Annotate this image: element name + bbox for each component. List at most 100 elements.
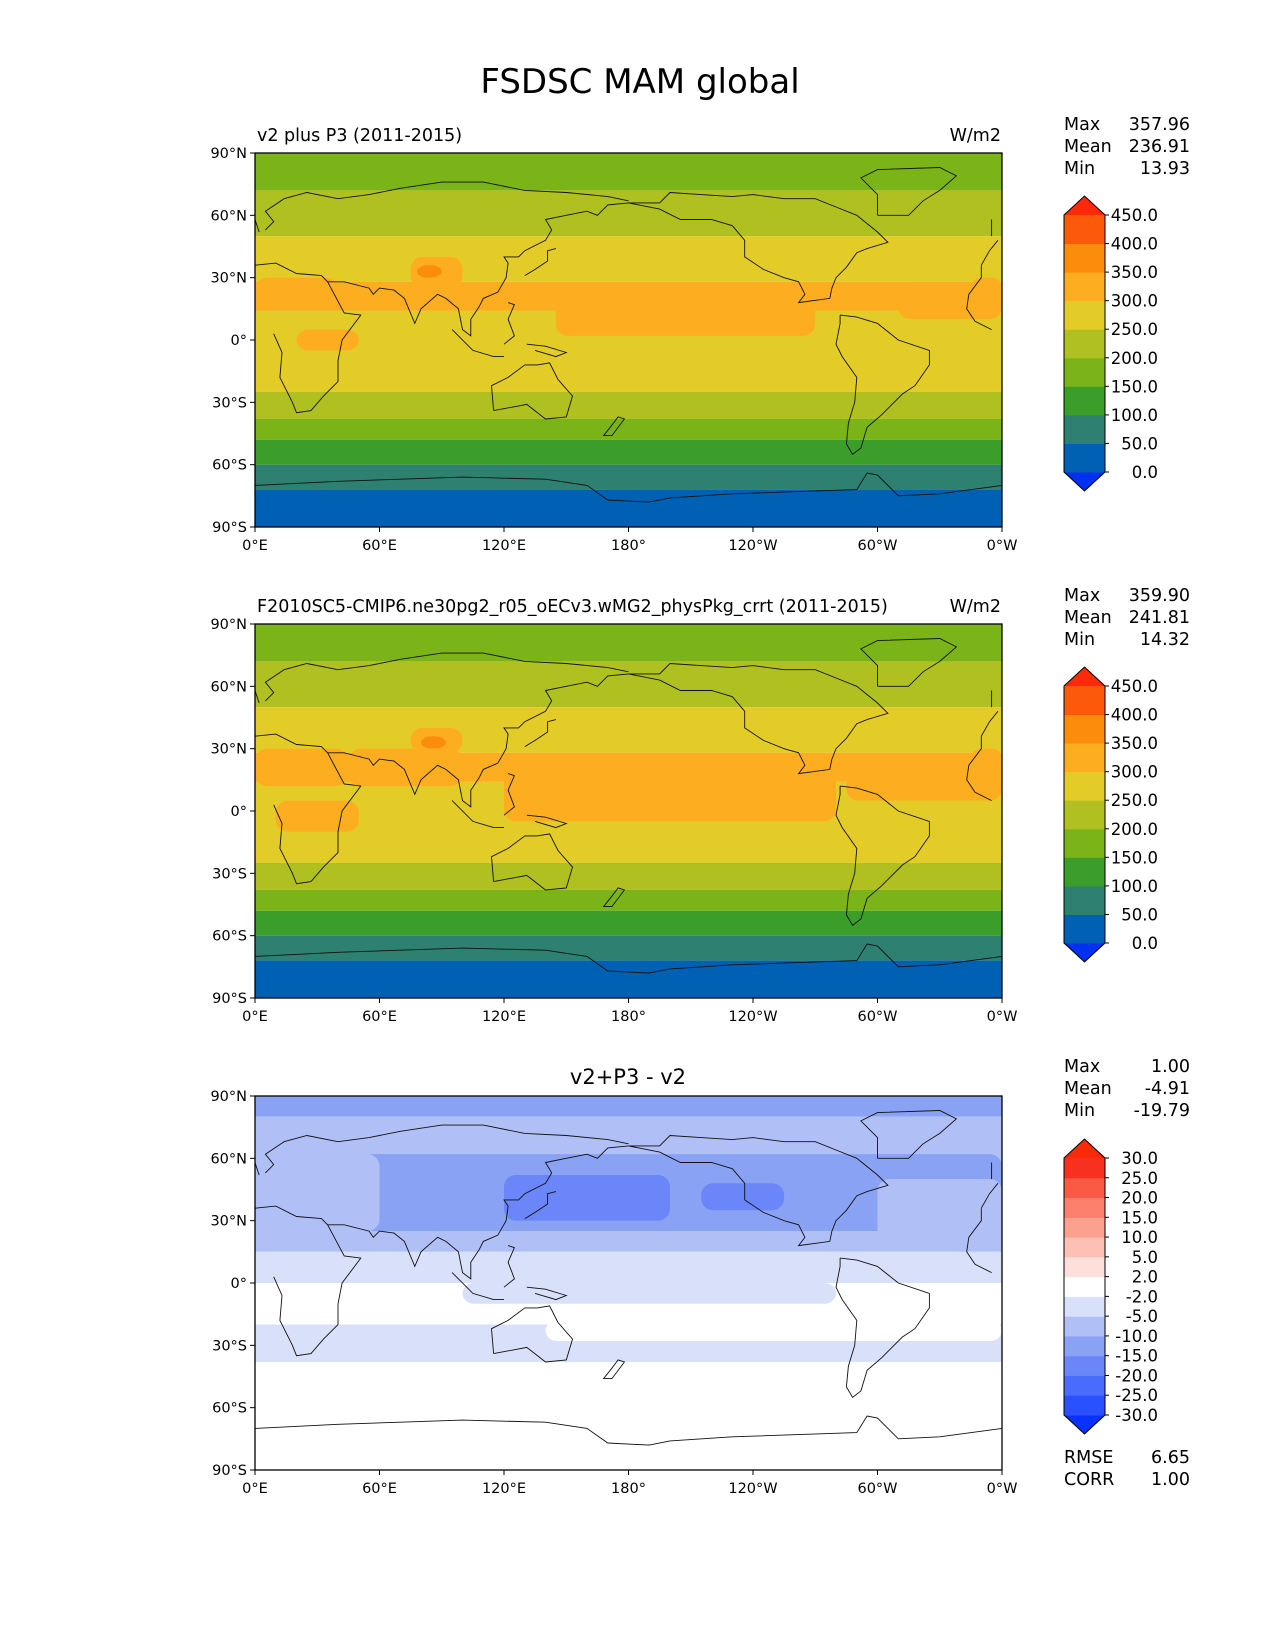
- corr-label: CORR: [1064, 1470, 1114, 1490]
- field-band: [255, 153, 1002, 191]
- field-band: [255, 1361, 1002, 1470]
- stat-label: Mean: [1064, 1079, 1112, 1099]
- lon-tick-label: 0°W: [987, 1481, 1018, 1497]
- colorbar-segment: [1064, 414, 1105, 444]
- colorbar-segment: [1064, 714, 1105, 744]
- colorbar-segment: [1064, 1316, 1105, 1337]
- colorbar-tick-label: -25.0: [1115, 1386, 1158, 1405]
- colorbar-tick-label: 450.0: [1111, 677, 1158, 696]
- colorbar-tick-label: -5.0: [1126, 1307, 1158, 1326]
- stats-block: Max 357.96 Mean 236.91 Min 13.93: [1064, 115, 1190, 179]
- panel-difference: v2+P3 - v2 90°N 60°N 30°N 0° 30°S 60°S 90°S 0°…: [210, 1057, 1190, 1497]
- colorbar-segment: [1064, 914, 1105, 944]
- lat-tick-label: 30°N: [210, 742, 247, 758]
- stat-value: 236.91: [1129, 137, 1190, 157]
- colorbar-tick-label: 350.0: [1111, 263, 1158, 282]
- field-patch: [255, 277, 338, 309]
- lon-tick-label: 60°W: [857, 538, 897, 554]
- coastline: [255, 733, 992, 885]
- field-band: [255, 910, 1002, 936]
- colorbar-segment: [1064, 857, 1105, 887]
- colorbar-extend-min: [1064, 472, 1105, 491]
- colorbar-tick-label: -15.0: [1115, 1347, 1158, 1366]
- field-band: [255, 1251, 1002, 1283]
- colorbar-tick-label: 50.0: [1121, 434, 1158, 453]
- colorbar-extend-min: [1064, 1415, 1105, 1434]
- coastline: [503, 1245, 516, 1288]
- field-band: [255, 439, 1002, 465]
- lat-tick-label: 90°N: [210, 146, 247, 162]
- corr-value: 1.00: [1151, 1470, 1190, 1490]
- lon-axis: 0°E 60°E 120°E 180° 120°W 60°W 0°W: [242, 998, 1017, 1025]
- colorbar-segment: [1064, 300, 1105, 330]
- coastline: [264, 1124, 999, 1209]
- field-patch: [416, 265, 442, 278]
- lon-tick-label: 120°W: [728, 1009, 777, 1025]
- colorbar-segment: [1064, 1276, 1105, 1297]
- colorbar-segment: [1064, 1197, 1105, 1218]
- lat-tick-label: 90°S: [212, 1463, 247, 1479]
- coastline: [255, 262, 992, 414]
- colorbar-tick-label: 200.0: [1111, 349, 1158, 368]
- field-band: [255, 624, 1002, 662]
- stat-value: 359.90: [1129, 586, 1190, 606]
- lon-tick-label: 180°: [611, 538, 646, 554]
- colorbar-segment: [1064, 1217, 1105, 1238]
- colorbar-segment: [1064, 357, 1105, 387]
- field-band: [255, 418, 1002, 440]
- stat-label: Max: [1064, 115, 1100, 135]
- stat-value: -4.91: [1145, 1079, 1190, 1099]
- colorbar-segment: [1064, 885, 1105, 915]
- colorbar-tick-label: 0.0: [1132, 934, 1158, 953]
- lon-tick-label: 60°W: [857, 1009, 897, 1025]
- coastline: [255, 219, 993, 237]
- coastline: [255, 1205, 992, 1357]
- colorbar-tick-label: 25.0: [1121, 1169, 1158, 1188]
- coastline: [264, 652, 999, 737]
- colorbar-tick-label: 250.0: [1111, 320, 1158, 339]
- field-patch: [255, 1154, 380, 1232]
- field-patch: [348, 748, 463, 787]
- colorbar-tick-label: 250.0: [1111, 791, 1158, 810]
- colorbar-segment: [1064, 329, 1105, 359]
- lat-tick-label: 30°S: [212, 866, 247, 882]
- stat-value: 14.32: [1140, 630, 1190, 650]
- coastline: [524, 248, 557, 276]
- panel-title-center: v2+P3 - v2: [570, 1065, 686, 1089]
- field-patch: [701, 1183, 785, 1211]
- coastline: [602, 416, 626, 437]
- coastlines: [255, 1110, 1002, 1446]
- colorbar-segment: [1064, 1355, 1105, 1376]
- coastline: [526, 814, 568, 829]
- field-band: [255, 661, 1002, 708]
- field-band: [255, 889, 1002, 911]
- coastline: [526, 1286, 568, 1301]
- coastline: [860, 638, 958, 687]
- coastline: [255, 690, 993, 708]
- coastline: [524, 719, 557, 747]
- colorbar-segment: [1064, 1256, 1105, 1278]
- stat-label: Min: [1064, 630, 1095, 650]
- lon-tick-label: 120°E: [482, 1481, 526, 1497]
- coastline: [860, 1110, 958, 1159]
- colorbar-tick-label: 300.0: [1111, 292, 1158, 311]
- field-patch: [275, 800, 359, 832]
- coastline: [491, 1305, 574, 1363]
- colorbar-segment: [1064, 1237, 1105, 1258]
- colorbar-tick-label: 200.0: [1111, 820, 1158, 839]
- coastline: [451, 1272, 504, 1301]
- lon-axis: 0°E 60°E 120°E 180° 120°W 60°W 0°W: [242, 1470, 1017, 1497]
- field-band: [255, 391, 1002, 419]
- panel-reference: F2010SC5-CMIP6.ne30pg2_r05_oECv3.wMG2_ph…: [210, 586, 1190, 1025]
- figure-title: FSDSC MAM global: [480, 62, 799, 102]
- colorbar: 0.0 50.0 100.0 150.0 200.0 250.0 300.0 350.0 400…: [1063, 195, 1158, 492]
- lon-tick-label: 180°: [611, 1481, 646, 1497]
- stat-value: 1.00: [1151, 1057, 1190, 1077]
- panel-title-left: v2 plus P3 (2011-2015): [257, 126, 462, 146]
- coastline: [503, 302, 516, 345]
- coastline: [327, 202, 629, 337]
- coastline: [835, 314, 930, 455]
- field-band: [255, 489, 1002, 527]
- colorbar-tick-label: -20.0: [1115, 1366, 1158, 1385]
- coastline: [255, 1162, 993, 1180]
